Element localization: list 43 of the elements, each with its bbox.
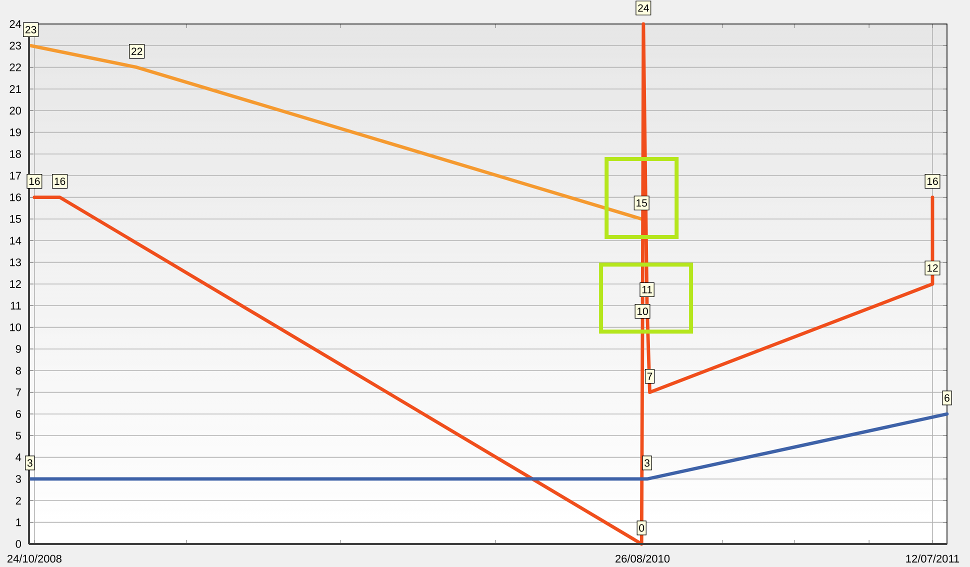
data-label: 3 — [644, 459, 650, 467]
y-tick-label: 12 — [10, 280, 21, 288]
x-tick-label: 26/08/2010 — [616, 554, 670, 563]
y-tick-label: 15 — [10, 215, 21, 223]
y-tick-label: 13 — [10, 258, 21, 266]
data-label: 0 — [639, 524, 644, 532]
y-tick-label: 14 — [10, 236, 22, 244]
y-tick-label: 5 — [16, 432, 22, 440]
y-tick-label: 2 — [16, 496, 21, 504]
y-tick-label: 1 — [16, 518, 21, 526]
y-tick-label: 17 — [10, 172, 21, 180]
y-tick-label: 19 — [10, 128, 21, 136]
data-label: 10 — [637, 308, 648, 316]
y-tick-label: 23 — [10, 42, 21, 50]
data-label: 16 — [927, 178, 938, 186]
y-tick-label: 3 — [16, 475, 21, 483]
y-tick-label: 6 — [16, 410, 21, 418]
data-label: 16 — [54, 178, 66, 186]
data-label: 24 — [638, 4, 649, 12]
y-tick-label: 24 — [10, 20, 22, 28]
x-tick-label: 12/07/2011 — [906, 554, 960, 563]
y-tick-label: 11 — [10, 302, 21, 310]
data-label: 23 — [26, 26, 36, 34]
x-tick-label: 24/10/2008 — [7, 554, 62, 563]
data-label: 16 — [29, 178, 40, 186]
y-tick-label: 22 — [10, 63, 21, 72]
y-tick-label: 9 — [16, 345, 21, 353]
y-tick-label: 16 — [10, 193, 21, 202]
data-label: 11 — [642, 286, 652, 294]
y-tick-label: 7 — [16, 388, 21, 396]
y-tick-label: 0 — [16, 540, 22, 548]
data-label: 7 — [647, 372, 652, 380]
y-tick-label: 10 — [10, 323, 22, 332]
data-label: 3 — [27, 459, 32, 467]
data-label: 12 — [927, 264, 938, 272]
data-label: 6 — [944, 394, 950, 402]
y-tick-label: 21 — [10, 85, 21, 93]
data-label: 22 — [132, 48, 142, 55]
data-label: 15 — [636, 199, 647, 207]
y-tick-label: 4 — [16, 454, 22, 462]
y-tick-label: 18 — [10, 150, 21, 158]
y-tick-label: 8 — [16, 366, 21, 375]
y-tick-label: 20 — [10, 106, 22, 115]
